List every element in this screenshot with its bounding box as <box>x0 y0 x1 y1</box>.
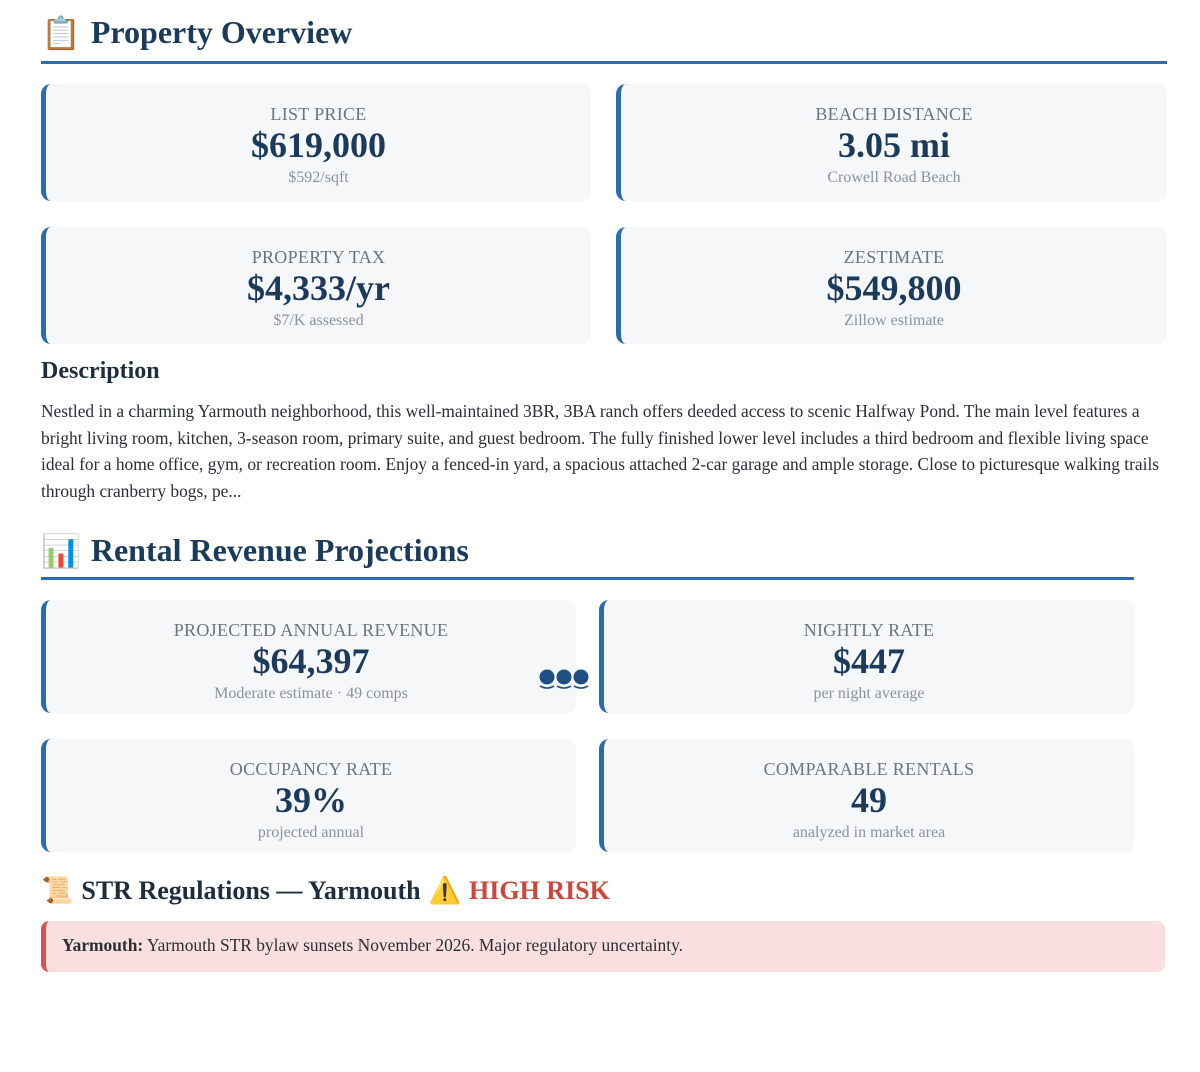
card-value: 3.05 mi <box>838 125 950 165</box>
confidence-dots-icon <box>539 669 589 689</box>
card-value: $619,000 <box>251 125 386 165</box>
list-price-card: LIST PRICE $619,000 $592/sqft <box>41 84 591 201</box>
card-value: $549,800 <box>826 268 962 308</box>
card-label: ZESTIMATE <box>843 247 945 267</box>
rental-section-title: 📊 Rental Revenue Projections <box>41 532 469 569</box>
card-subtext: $592/sqft <box>288 169 349 186</box>
description-text: Nestled in a charming Yarmouth neighborh… <box>41 401 1160 501</box>
card-label: COMPARABLE RENTALS <box>763 759 975 779</box>
card-value: $447 <box>833 641 905 681</box>
card-value: 39% <box>275 780 347 820</box>
card-subtext: Crowell Road Beach <box>827 169 961 186</box>
clipboard-icon: 📋 <box>41 13 81 52</box>
annual-revenue-card: PROJECTED ANNUAL REVENUE $64,397 Moderat… <box>41 600 576 713</box>
warning-icon: ⚠️ <box>428 876 461 906</box>
overview-divider <box>41 61 1167 64</box>
risk-badge: HIGH RISK <box>469 876 610 905</box>
scroll-icon: 📜 <box>41 876 74 906</box>
card-value: 49 <box>851 780 887 820</box>
beach-distance-card: BEACH DISTANCE 3.05 mi Crowell Road Beac… <box>616 84 1167 201</box>
rental-title-text: Rental Revenue Projections <box>90 532 469 568</box>
property-tax-card: PROPERTY TAX $4,333/yr $7/K assessed <box>41 227 591 344</box>
card-subtext: $7/K assessed <box>273 312 364 329</box>
rental-divider <box>41 577 1134 580</box>
nightly-rate-card: NIGHTLY RATE $447 per night average <box>599 600 1134 713</box>
overview-title-text: Property Overview <box>90 14 353 50</box>
regulations-title-text: STR Regulations — Yarmouth <box>81 876 421 905</box>
card-value: $64,397 <box>252 641 370 681</box>
card-subtext: Moderate estimate · 49 comps <box>214 685 408 702</box>
card-label: PROPERTY TAX <box>251 247 386 267</box>
comparable-rentals-card: COMPARABLE RENTALS 49 analyzed in market… <box>599 739 1134 852</box>
card-label: BEACH DISTANCE <box>815 104 973 124</box>
card-subtext: projected annual <box>257 824 365 841</box>
regulation-note: Yarmouth STR bylaw sunsets November 2026… <box>146 935 683 955</box>
card-label: LIST PRICE <box>270 104 367 124</box>
card-label: NIGHTLY RATE <box>803 620 935 640</box>
zestimate-card: ZESTIMATE $549,800 Zillow estimate <box>616 227 1167 344</box>
card-subtext: analyzed in market area <box>792 824 946 841</box>
regulation-alert: Yarmouth: Yarmouth STR bylaw sunsets Nov… <box>41 921 1165 972</box>
card-label: PROJECTED ANNUAL REVENUE <box>173 620 449 640</box>
regulations-heading: 📜 STR Regulations — Yarmouth ⚠️ HIGH RIS… <box>41 876 610 906</box>
card-subtext: Zillow estimate <box>844 312 944 329</box>
card-label: OCCUPANCY RATE <box>229 759 393 779</box>
card-value: $4,333/yr <box>247 268 390 308</box>
regulation-town: Yarmouth: <box>62 935 144 955</box>
description-heading: Description <box>41 358 160 384</box>
overview-section-title: 📋 Property Overview <box>41 14 352 51</box>
bar-chart-icon: 📊 <box>41 531 81 570</box>
occupancy-rate-card: OCCUPANCY RATE 39% projected annual <box>41 739 576 852</box>
card-subtext: per night average <box>813 685 925 702</box>
